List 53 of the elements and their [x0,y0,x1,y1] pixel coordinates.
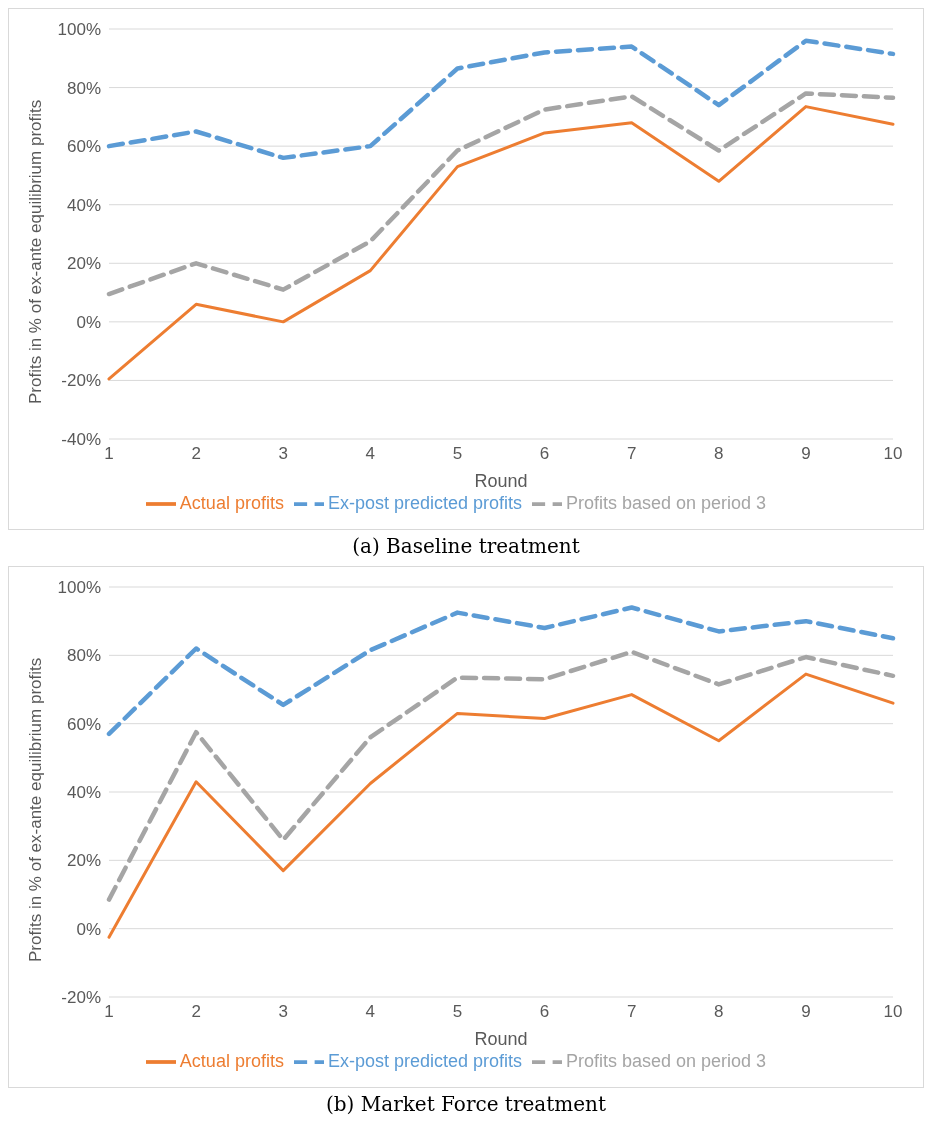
y-tick-label: 100% [57,20,101,40]
line-series [106,91,896,297]
x-tick-label: 5 [452,1002,463,1022]
legend-label: Profits based on period 3 [566,1050,767,1071]
y-tick-label: -40% [61,430,101,450]
x-tick-label: 8 [714,444,724,464]
y-tick-label: 40% [66,195,101,215]
x-tick-label: 6 [539,1002,550,1022]
x-tick-label: 5 [452,444,463,464]
line-series [107,105,895,381]
x-tick-label: 3 [278,1002,288,1022]
legend-label: Profits based on period 3 [566,492,767,513]
y-tick-label: 80% [66,646,101,666]
y-tick-label: 40% [66,783,101,803]
x-tick-label: 10 [883,444,903,464]
text: (a) Baseline treatment [351,533,581,560]
y-tick-label: 60% [66,714,101,734]
line-series [107,672,895,939]
y-tick-label: 80% [66,78,101,98]
y-tick-label: 20% [66,254,101,274]
x-tick-label: 9 [801,444,811,464]
y-axis-title: Profits in % of ex-ante equilibrium profits [26,657,46,962]
y-tick-label: -20% [61,988,101,1008]
legend-label: Actual profits [179,492,284,513]
x-tick-label: 1 [104,444,114,464]
x-tick-label: 10 [883,1002,903,1022]
legend-label: Ex-post predicted profits [327,492,522,513]
y-tick-label: 20% [66,851,101,871]
y-tick-label: 100% [57,578,101,598]
x-tick-label: 8 [714,1002,724,1022]
y-tick-label: -20% [61,371,101,391]
line-series [106,38,896,161]
x-tick-label: 7 [626,1002,637,1022]
x-tick-label: 3 [278,444,288,464]
x-axis-title: Round [474,1029,528,1049]
text: (b) Market Force treatment [325,1091,607,1118]
legend-label: Actual profits [179,1050,284,1071]
legend-label: Ex-post predicted profits [327,1050,522,1071]
x-tick-label: 1 [104,1002,114,1022]
y-tick-label: 0% [76,919,101,939]
x-tick-label: 2 [191,444,201,464]
x-tick-label: 4 [365,1002,376,1022]
x-tick-label: 9 [801,1002,811,1022]
x-tick-label: 4 [365,444,376,464]
y-axis-title: Profits in % of ex-ante equilibrium profits [26,99,46,404]
line-series [106,605,896,737]
y-tick-label: 0% [76,312,101,332]
x-tick-label: 7 [626,444,637,464]
y-tick-label: 60% [66,137,101,157]
x-tick-label: 6 [539,444,550,464]
x-tick-label: 2 [191,1002,201,1022]
line-series [106,649,896,902]
x-axis-title: Round [474,471,528,491]
